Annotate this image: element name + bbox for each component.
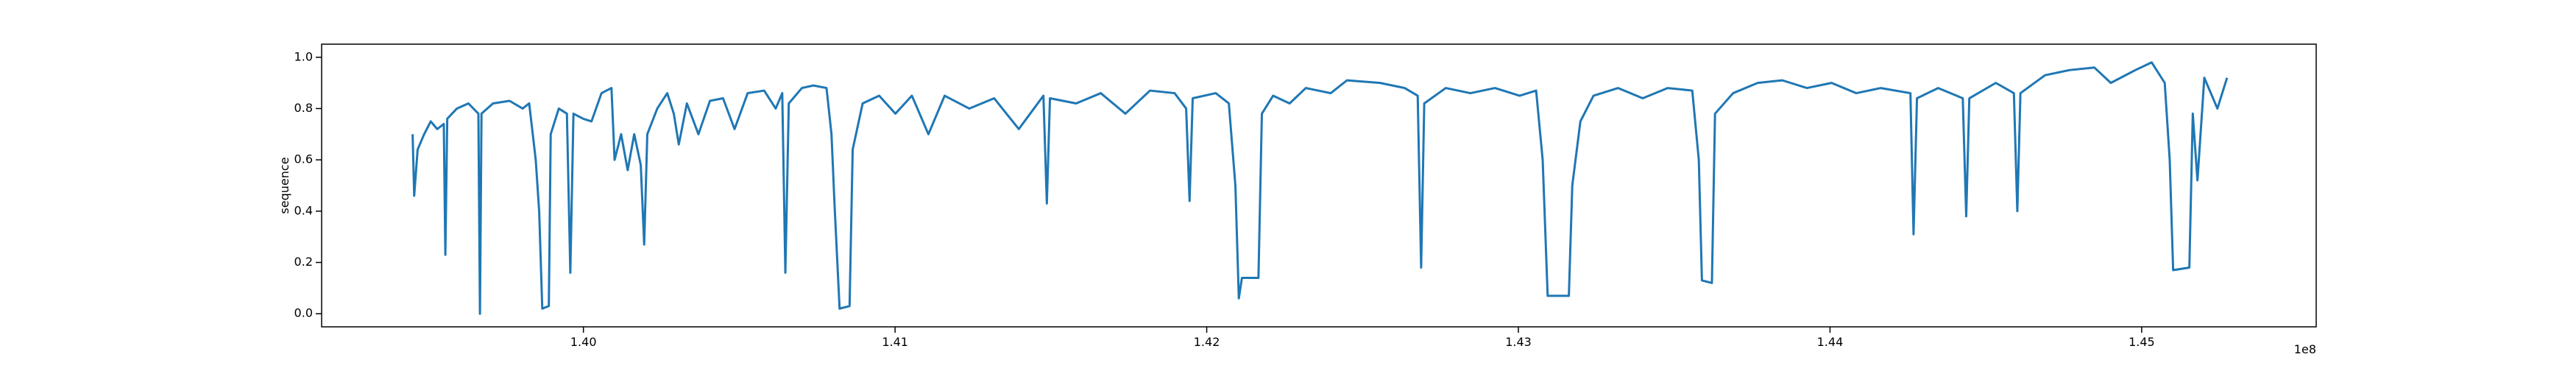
data-line [411, 61, 2229, 315]
x-tick-label: 1.41 [882, 335, 908, 349]
plot-frame [321, 43, 2317, 328]
x-tick-label: 1.40 [570, 335, 597, 349]
y-tick-label: 0.6 [294, 152, 313, 166]
y-tick-label: 1.0 [294, 49, 313, 63]
x-tick-label: 1.42 [1194, 335, 1220, 349]
y-tick-label: 0.0 [294, 306, 313, 320]
x-tick-label: 1.45 [2129, 335, 2155, 349]
y-tick-label: 0.4 [294, 203, 313, 217]
x-tick-label: 1.43 [1505, 335, 1532, 349]
y-tick-label: 0.2 [294, 255, 313, 269]
y-axis-label: sequence [277, 157, 291, 213]
x-tick-label: 1.44 [1817, 335, 1844, 349]
x-offset-label: 1e8 [2294, 342, 2316, 356]
y-tick-label: 0.8 [294, 101, 313, 115]
